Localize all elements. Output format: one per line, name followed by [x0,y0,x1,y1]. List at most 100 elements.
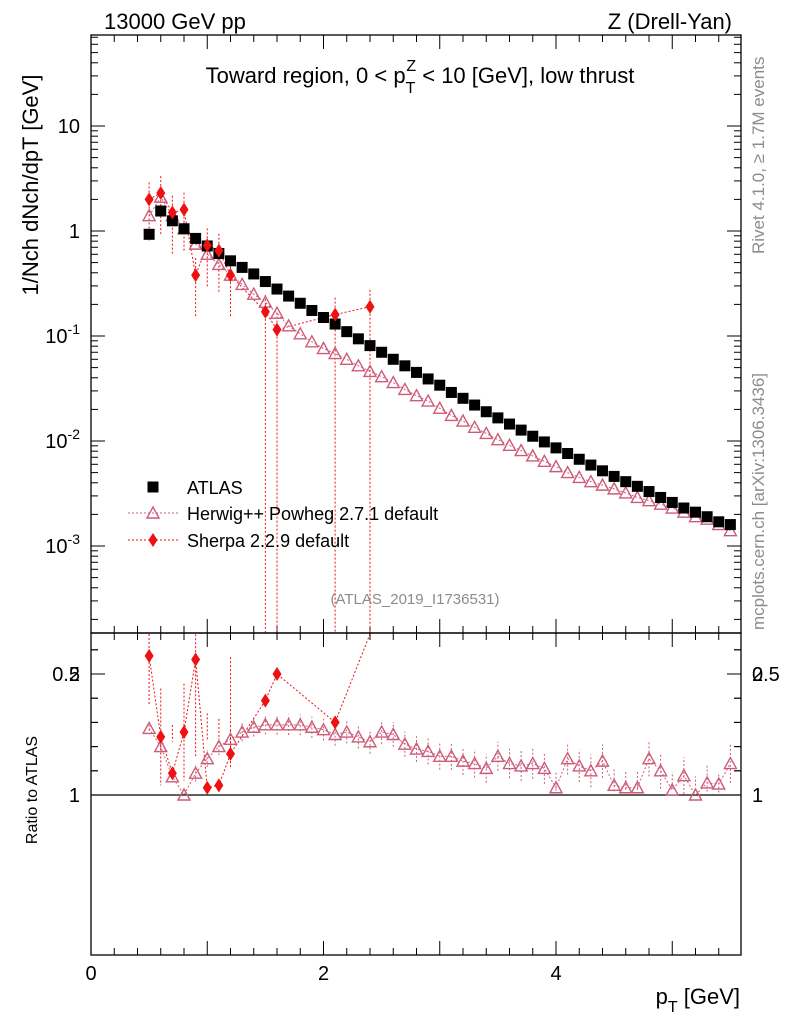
sherpa-point [202,238,212,253]
y-tick-label-ratio-right: 1 [752,785,763,807]
herwig-ratio-point [316,722,331,736]
herwig-point [572,469,587,484]
herwig-point [351,358,366,372]
herwig-ratio-point [281,717,296,731]
herwig-ratio-point [711,776,726,790]
atlas-point [457,392,469,404]
atlas-point [178,223,190,235]
sherpa-point [179,202,189,217]
x-tick-label: 2 [318,963,329,985]
herwig-ratio-point [223,731,238,746]
atlas-point [504,418,515,430]
atlas-point [259,276,271,288]
y-tick-label: 1 [69,221,80,243]
atlas-point [701,511,713,523]
herwig-ratio-point [665,782,680,796]
herwig-point [455,413,471,427]
atlas-point [631,480,643,492]
y-tick-label-exp: -3 [68,531,81,547]
atlas-point [597,465,608,477]
herwig-point [513,443,529,457]
plot-title-rest: < 10 [GeV], low thrust [416,63,634,88]
energy-label: 13000 GeV pp [104,9,246,34]
herwig-point [141,208,157,222]
herwig-ratio-point [653,763,668,777]
sherpa-ratio-point [272,667,282,681]
y-tick-label: 10-2 [45,426,80,453]
sherpa-ratio-point [167,766,177,781]
herwig-point [269,305,285,319]
atlas-point [666,496,678,508]
herwig-point [444,408,459,422]
atlas-point [690,506,701,518]
herwig-point [374,369,389,383]
sherpa-point [144,192,154,207]
plot-title-main: Toward region, 0 < p [206,63,406,88]
herwig-ratio-point [351,729,366,743]
atlas-point [364,340,376,352]
y-tick-label-base: 10 [45,536,67,558]
herwig-ratio-point [269,717,285,731]
atlas-point [655,491,667,503]
herwig-ratio-point [339,724,354,738]
atlas-point [143,228,155,240]
sherpa-point [260,304,270,319]
legend-label: Sherpa 2.2.9 default [187,531,349,551]
ratio-frame [90,632,742,956]
plot-title: Toward region, 0 < pTZ < 10 [GeV], low t… [206,58,635,97]
herwig-point [583,474,599,488]
herwig-ratio-point [572,758,587,772]
x-axis-label-sub: T [668,999,678,1016]
legend-label: Herwig++ Powheg 2.7.1 default [187,504,438,524]
atlas-point [271,283,283,295]
herwig-point [200,246,215,260]
herwig-point [397,381,413,396]
herwig-ratio-point [479,760,494,775]
atlas-point [445,386,457,398]
sherpa-ratio-point [226,746,235,761]
y-axis-label-main: 1/Nch dNch/dpT [GeV] [18,75,43,296]
y-tick-label-ratio-right: 0.5 [752,664,780,686]
herwig-ratio-point [444,748,459,762]
herwig-ratio-point [200,751,215,765]
atlas-point [562,448,574,460]
y-tick-label: 10 [58,116,80,138]
process-label: Z (Drell-Yan) [608,9,732,34]
atlas-point [352,333,364,345]
atlas-point [190,232,202,244]
herwig-ratio-point [595,753,610,767]
atlas-point [341,326,353,338]
herwig-ratio-point [397,736,413,750]
sherpa-point [191,268,201,283]
herwig-ratio-point [327,727,343,741]
atlas-point [573,453,585,465]
herwig-ratio-point [723,756,738,770]
y-tick-label-base: 10 [45,326,67,348]
legend-marker-atlas [147,481,159,493]
herwig-point [641,493,657,507]
mcplots-label: mcplots.cern.ch [arXiv:1306.3436] [749,373,768,630]
herwig-ratio-point [374,724,389,738]
herwig-ratio-point [165,769,180,783]
herwig-point [234,276,250,291]
atlas-point [387,353,399,365]
herwig-ratio-point [362,734,378,748]
legend: ATLAS Herwig++ Powheg 2.7.1 default Sherpa… [128,478,438,551]
herwig-ratio-point [606,777,622,792]
herwig-point [479,425,494,440]
atlas-point [492,412,504,424]
herwig-ratio-point [188,765,203,779]
herwig-point [467,419,482,434]
y-axis-label-ratio: Ratio to ATLAS [24,736,41,844]
atlas-point [411,366,422,378]
atlas-point [480,406,492,418]
sherpa-ratio-point [260,693,270,708]
sherpa-ratio-point [144,648,154,663]
herwig-ratio-point [455,753,471,767]
herwig-ratio-point [583,763,599,777]
legend-label: ATLAS [187,478,243,498]
herwig-point [490,432,506,446]
herwig-ratio-point [211,739,227,753]
herwig-point [362,363,378,378]
